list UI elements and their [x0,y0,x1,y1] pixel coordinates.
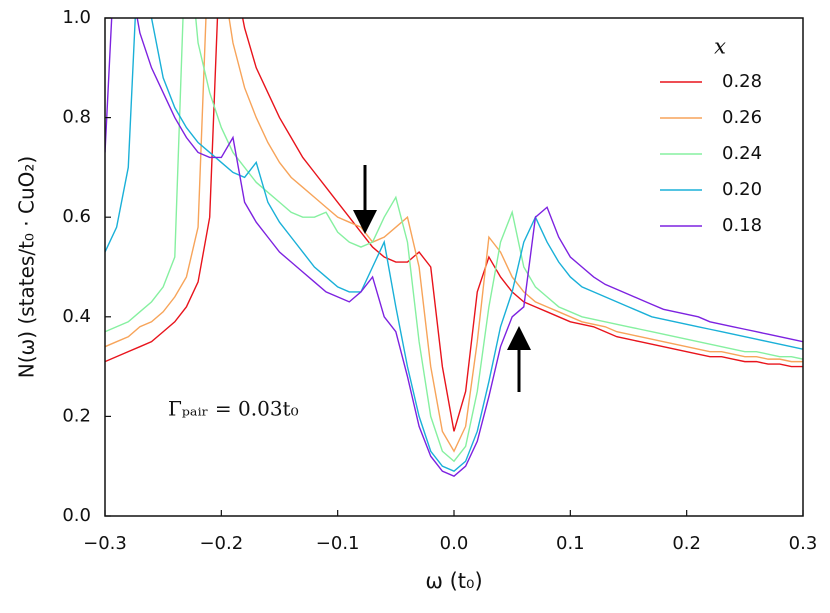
x-tick-label: 0.2 [672,533,701,554]
series-line [105,18,803,472]
legend-label: 0.18 [722,215,762,236]
legend-label: 0.28 [722,71,762,92]
x-tick-label: −0.2 [199,533,243,554]
y-tick-label: 0.8 [62,107,91,128]
x-axis-label: ω (t₀) [425,569,482,593]
plot-lines [105,18,803,477]
legend-label: 0.24 [722,143,762,164]
series-line [105,18,803,432]
y-axis-label: N(ω) (states/t₀ · CuO₂) [15,156,39,378]
series-line [105,18,803,463]
y-tick-label: 1.0 [62,7,91,28]
legend-label: 0.26 [722,107,762,128]
x-tick-label: 0.3 [789,533,818,554]
x-tick-label: −0.3 [83,533,127,554]
x-tick-label: 0.0 [440,533,469,554]
series-line [105,18,803,453]
series-line [105,18,803,477]
y-tick-label: 0.4 [62,306,91,327]
legend-title: x [714,35,726,59]
y-tick-label: 0.0 [62,505,91,526]
x-tick-label: −0.1 [316,533,360,554]
x-tick-label: 0.1 [556,533,585,554]
legend-label: 0.20 [722,179,762,200]
y-tick-label: 0.2 [62,405,91,426]
annotation: Γₚₐᵢᵣ = 0.03t₀ [168,397,299,421]
y-tick-label: 0.6 [62,206,91,227]
